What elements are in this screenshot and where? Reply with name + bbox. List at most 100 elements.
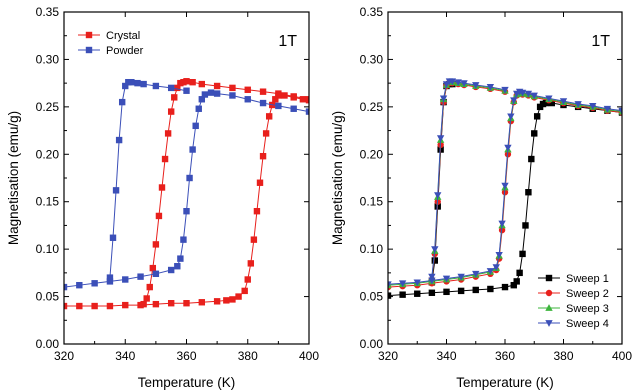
data-point bbox=[198, 80, 206, 88]
data-point bbox=[253, 208, 261, 215]
y-tick-label: 0.10 bbox=[36, 242, 60, 256]
data-point bbox=[414, 290, 421, 297]
x-tick-label: 380 bbox=[553, 349, 573, 363]
x-tick-label: 400 bbox=[612, 349, 632, 363]
data-point bbox=[259, 99, 267, 107]
data-point bbox=[428, 277, 436, 285]
data-point bbox=[518, 89, 527, 97]
data-point bbox=[290, 105, 297, 112]
x-axis-label: Temperature (K) bbox=[456, 375, 554, 390]
data-point bbox=[183, 300, 190, 307]
y-tick-label: 0.00 bbox=[36, 337, 60, 351]
data-point bbox=[504, 144, 512, 152]
data-point bbox=[388, 281, 392, 289]
data-point bbox=[559, 98, 568, 106]
data-point bbox=[259, 88, 267, 95]
data-point bbox=[275, 90, 282, 97]
data-point bbox=[229, 92, 236, 99]
data-point bbox=[155, 212, 163, 220]
legend-label: Sweep 2 bbox=[566, 288, 609, 300]
data-point bbox=[112, 187, 120, 194]
data-point bbox=[174, 263, 181, 270]
legend-marker bbox=[545, 274, 553, 282]
series-crystal bbox=[64, 78, 309, 310]
data-point bbox=[510, 97, 518, 105]
x-tick-label: 380 bbox=[238, 349, 258, 363]
series-line bbox=[431, 80, 506, 277]
data-point bbox=[183, 208, 190, 215]
data-point bbox=[457, 287, 465, 295]
series-line bbox=[388, 91, 622, 285]
data-point bbox=[486, 268, 495, 275]
y-tick-label: 0.25 bbox=[36, 100, 60, 114]
data-point bbox=[164, 130, 172, 137]
y-tick-label: 0.30 bbox=[36, 52, 60, 66]
y-tick-label: 0.35 bbox=[36, 5, 60, 19]
data-point bbox=[115, 136, 123, 144]
data-point bbox=[262, 130, 270, 137]
series-line bbox=[109, 81, 187, 278]
data-point bbox=[533, 113, 541, 120]
data-point bbox=[431, 257, 438, 264]
legend-label: Sweep 1 bbox=[566, 273, 609, 285]
series-line bbox=[64, 92, 309, 288]
data-point bbox=[305, 108, 309, 115]
data-point bbox=[195, 105, 202, 112]
y-tick-label: 0.05 bbox=[360, 290, 384, 304]
y-tick-label: 0.30 bbox=[360, 52, 384, 66]
data-point bbox=[241, 287, 248, 295]
data-point bbox=[109, 234, 117, 241]
data-point bbox=[180, 236, 187, 243]
legend-marker bbox=[545, 320, 553, 327]
legend-label: Sweep 3 bbox=[566, 303, 609, 315]
data-point bbox=[122, 301, 129, 309]
data-point bbox=[436, 135, 445, 142]
data-point bbox=[140, 80, 147, 88]
series-powder bbox=[64, 78, 309, 291]
y-tick-label: 0.10 bbox=[360, 242, 384, 256]
data-point bbox=[244, 96, 251, 103]
data-point bbox=[167, 108, 175, 115]
data-point bbox=[106, 302, 114, 310]
data-point bbox=[603, 105, 612, 113]
legend-marker bbox=[545, 304, 553, 311]
data-point bbox=[235, 293, 242, 300]
data-point bbox=[487, 285, 494, 293]
y-tick-label: 0.15 bbox=[360, 195, 384, 209]
x-tick-label: 320 bbox=[378, 349, 398, 363]
data-point bbox=[460, 80, 468, 87]
data-point bbox=[545, 95, 553, 103]
data-point bbox=[431, 246, 439, 253]
data-point bbox=[158, 184, 166, 191]
x-tick-label: 360 bbox=[495, 349, 515, 363]
data-point bbox=[531, 130, 538, 137]
plot-area bbox=[388, 78, 622, 299]
data-point bbox=[399, 291, 406, 298]
data-point bbox=[498, 220, 506, 228]
data-point bbox=[152, 82, 160, 90]
y-tick-label: 0.00 bbox=[360, 337, 384, 351]
series-line bbox=[388, 102, 622, 297]
data-point bbox=[183, 87, 190, 94]
data-point bbox=[442, 275, 451, 283]
data-point bbox=[472, 286, 479, 294]
data-point bbox=[189, 146, 196, 153]
data-point bbox=[91, 302, 98, 310]
data-point bbox=[305, 96, 309, 103]
data-point bbox=[106, 278, 114, 285]
series-line bbox=[64, 94, 309, 307]
data-point bbox=[189, 78, 196, 86]
data-point bbox=[486, 84, 495, 91]
data-point bbox=[201, 91, 209, 98]
panel-label: 1T bbox=[278, 33, 297, 50]
data-point bbox=[472, 82, 480, 89]
data-point bbox=[149, 264, 157, 272]
data-point bbox=[548, 99, 555, 107]
data-point bbox=[122, 276, 129, 283]
legend-marker bbox=[85, 31, 93, 39]
data-point bbox=[161, 155, 169, 163]
data-point bbox=[454, 79, 462, 87]
panel-label: 1T bbox=[591, 33, 610, 50]
data-point bbox=[510, 281, 517, 289]
